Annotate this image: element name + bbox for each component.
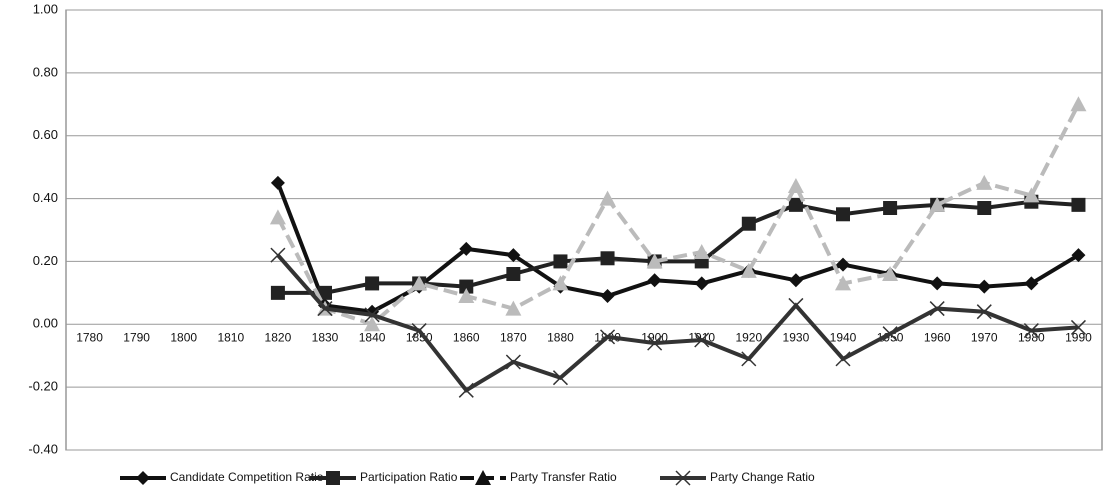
data-point bbox=[411, 275, 428, 291]
data-point bbox=[505, 300, 522, 316]
data-point bbox=[741, 216, 756, 231]
legend-marker bbox=[675, 470, 691, 486]
y-tick-label: 0.80 bbox=[33, 64, 58, 79]
data-point bbox=[270, 175, 285, 190]
data-point bbox=[835, 351, 851, 367]
data-point bbox=[836, 257, 850, 272]
data-point bbox=[269, 209, 286, 225]
x-tick-label: 1880 bbox=[547, 330, 574, 344]
data-point bbox=[1023, 187, 1040, 203]
data-point bbox=[599, 190, 616, 206]
data-point bbox=[270, 247, 286, 263]
data-point bbox=[270, 285, 285, 300]
data-point bbox=[929, 301, 945, 317]
x-tick-label: 1840 bbox=[359, 330, 386, 344]
data-point bbox=[1023, 323, 1039, 339]
data-point bbox=[1071, 197, 1086, 212]
data-point bbox=[882, 326, 898, 342]
legend-marker bbox=[475, 470, 491, 485]
x-tick-label: 1960 bbox=[924, 330, 951, 344]
x-tick-label: 1980 bbox=[1018, 330, 1045, 344]
x-tick-label: 1970 bbox=[971, 330, 998, 344]
data-point bbox=[694, 276, 709, 291]
data-point bbox=[646, 253, 663, 269]
data-point bbox=[459, 279, 474, 294]
series-line bbox=[277, 199, 1079, 295]
data-point bbox=[600, 289, 615, 303]
x-tick-label: 1870 bbox=[500, 330, 527, 344]
data-point bbox=[318, 285, 332, 300]
data-point bbox=[788, 273, 803, 288]
data-point bbox=[740, 262, 757, 278]
series-line bbox=[276, 182, 1080, 314]
data-point bbox=[411, 323, 427, 339]
x-tick-label: 1820 bbox=[265, 330, 292, 344]
data-point bbox=[505, 354, 521, 370]
x-tick-label: 1920 bbox=[735, 330, 762, 344]
data-point bbox=[552, 370, 568, 386]
data-point bbox=[600, 329, 616, 345]
data-point bbox=[1070, 96, 1087, 112]
data-point bbox=[976, 174, 993, 190]
data-point bbox=[647, 273, 662, 288]
data-point bbox=[882, 266, 899, 281]
data-point bbox=[647, 335, 663, 351]
data-point bbox=[458, 288, 475, 303]
data-point bbox=[364, 316, 381, 332]
legend-label: Party Change Ratio bbox=[710, 470, 815, 484]
data-point bbox=[506, 248, 521, 263]
data-point bbox=[929, 196, 946, 212]
data-point bbox=[693, 244, 710, 259]
legend-label: Participation Ratio bbox=[360, 470, 458, 484]
series-line bbox=[276, 103, 1081, 327]
data-point bbox=[977, 201, 992, 215]
plot-area bbox=[65, 9, 1103, 451]
data-point bbox=[364, 307, 380, 323]
data-point bbox=[694, 332, 710, 348]
legend-marker bbox=[136, 471, 150, 485]
y-tick-label: 0.00 bbox=[33, 316, 58, 331]
data-point bbox=[836, 207, 850, 222]
y-tick-label: 0.40 bbox=[33, 190, 58, 205]
x-tick-label: 1780 bbox=[76, 330, 103, 344]
x-tick-label: 1800 bbox=[170, 330, 197, 344]
y-tick-label: 0.20 bbox=[33, 253, 58, 268]
data-point bbox=[741, 351, 757, 367]
data-point bbox=[787, 178, 804, 193]
legend-label: Party Transfer Ratio bbox=[510, 470, 617, 484]
data-point bbox=[552, 275, 569, 291]
x-tick-label: 1860 bbox=[453, 330, 480, 344]
data-point bbox=[1024, 276, 1039, 291]
data-point bbox=[788, 197, 803, 212]
y-tick-label: -0.20 bbox=[28, 379, 58, 394]
x-tick-label: 1830 bbox=[312, 330, 339, 344]
data-point bbox=[788, 297, 804, 313]
data-point bbox=[883, 201, 898, 215]
x-tick-label: 1930 bbox=[783, 330, 810, 344]
x-tick-label: 1790 bbox=[123, 330, 150, 344]
y-tick-label: 0.60 bbox=[33, 127, 58, 142]
data-point bbox=[506, 267, 521, 281]
data-point bbox=[1070, 319, 1086, 335]
data-point bbox=[977, 279, 992, 294]
y-tick-label: 1.00 bbox=[33, 1, 58, 16]
x-tick-label: 1810 bbox=[217, 330, 244, 344]
x-tick-label: 1990 bbox=[1065, 330, 1092, 344]
legend-label: Candidate Competition Ratio bbox=[170, 470, 324, 484]
data-point bbox=[835, 275, 851, 291]
data-point bbox=[930, 276, 945, 291]
data-point bbox=[458, 382, 474, 398]
x-tick-label: 1940 bbox=[830, 330, 857, 344]
data-point bbox=[317, 301, 333, 317]
data-point bbox=[365, 276, 380, 291]
series-line bbox=[276, 253, 1079, 393]
data-point bbox=[459, 241, 474, 256]
legend-marker bbox=[326, 471, 340, 485]
data-point bbox=[976, 304, 992, 320]
y-tick-label: -0.40 bbox=[28, 441, 58, 456]
data-point bbox=[553, 254, 568, 269]
data-point bbox=[600, 251, 615, 266]
data-point bbox=[1071, 248, 1086, 263]
